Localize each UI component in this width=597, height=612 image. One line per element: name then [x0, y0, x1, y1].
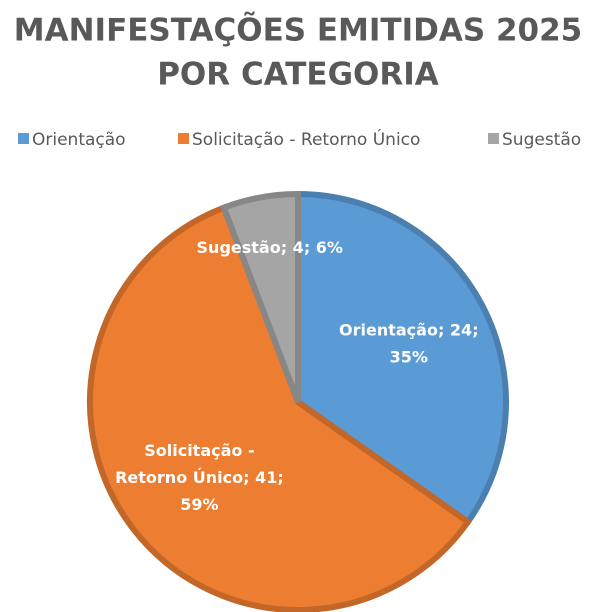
chart-title: POR CATEGORIA	[157, 57, 439, 93]
legend-label: Solicitação - Retorno Único	[192, 128, 420, 150]
legend-label: Orientação	[32, 130, 126, 150]
legend-swatch	[178, 133, 189, 144]
data-label: Orientação; 24;	[339, 321, 479, 340]
data-label: 59%	[180, 495, 218, 514]
pie-slice	[220, 190, 301, 404]
data-label: 35%	[390, 348, 428, 367]
legend-swatch	[18, 133, 29, 144]
pie-slice	[87, 203, 473, 612]
data-label: Retorno Único; 41;	[115, 468, 284, 487]
chart-title: MANIFESTAÇÕES EMITIDAS 2025	[14, 12, 583, 49]
data-label: Sugestão; 4; 6%	[197, 238, 343, 257]
pie-slice	[295, 190, 509, 527]
legend-swatch	[488, 133, 499, 144]
legend-label: Sugestão	[502, 130, 581, 150]
data-label: Solicitação -	[144, 441, 254, 460]
